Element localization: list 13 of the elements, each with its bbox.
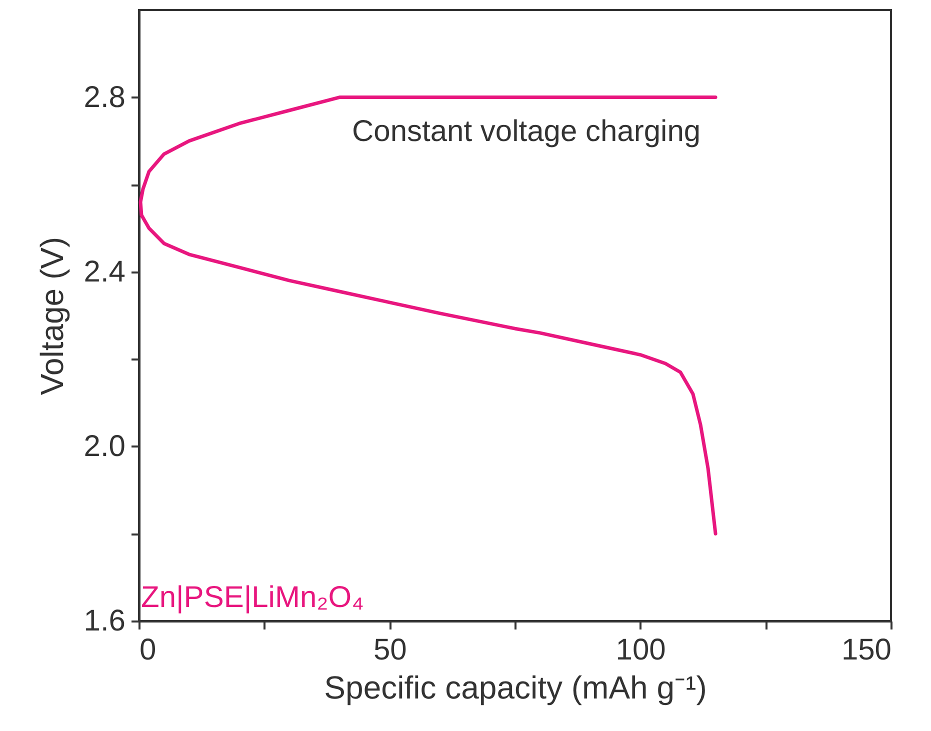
- x-axis-title: Specific capacity (mAh g⁻¹): [324, 670, 707, 706]
- text: Zn|PSE|LiMn₂O₄: [141, 581, 364, 614]
- annotation: Constant voltage charging: [352, 115, 701, 148]
- y-tick-label: 2.4: [84, 255, 126, 288]
- x-tick-label: 0: [140, 634, 156, 666]
- y-axis-title: Voltage (V): [34, 236, 70, 396]
- y-tick-label: 2.0: [84, 430, 126, 463]
- line-series: [138, 96, 718, 536]
- x-tick-label: 50: [373, 634, 407, 666]
- x-tick-label: 150: [841, 634, 892, 666]
- y-tick-label: 1.6: [84, 604, 126, 638]
- y-tick-label: 2.8: [84, 80, 126, 114]
- x-tick-label: 100: [616, 634, 666, 666]
